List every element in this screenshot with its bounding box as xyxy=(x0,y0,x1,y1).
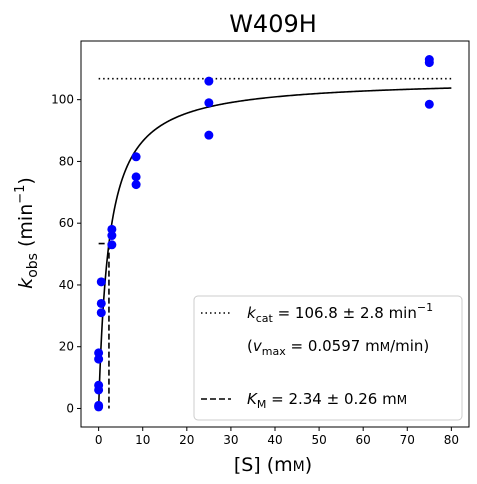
legend-box xyxy=(193,295,463,421)
legend-entry-text: KM = 2.34 ± 0.26 mM xyxy=(247,390,407,411)
data-point xyxy=(424,55,434,65)
data-point xyxy=(94,348,104,358)
data-point xyxy=(131,172,141,182)
y-tick-label: 0 xyxy=(66,401,74,415)
data-point xyxy=(96,277,106,287)
x-axis-label: [S] (mM) xyxy=(234,454,312,476)
data-point xyxy=(107,224,117,234)
data-point xyxy=(94,354,104,364)
legend: kcat = 106.8 ± 2.8 min−1 (vmax = 0.0597 m… xyxy=(193,295,463,421)
x-tick-label: 60 xyxy=(356,433,371,447)
axes: 0 10 20 30 40 50 60 70 80 0 20 40 60 80 100 xyxy=(51,40,470,447)
y-tick-label: 40 xyxy=(59,278,74,292)
y-axis-label: kobs (min−1) xyxy=(13,177,41,289)
x-tick-label: 50 xyxy=(311,433,326,447)
y-tick-label: 100 xyxy=(51,93,74,107)
michaelis-menten-fit-curve xyxy=(97,87,452,409)
data-point xyxy=(96,298,106,308)
x-tick-label: 30 xyxy=(223,433,238,447)
y-tick-label: 80 xyxy=(59,154,74,168)
x-tick-label: 20 xyxy=(179,433,194,447)
data-point xyxy=(107,231,117,241)
data-point xyxy=(204,98,214,108)
y-tick-label: 60 xyxy=(59,216,74,230)
x-tick-label: 10 xyxy=(135,433,150,447)
x-tick-label: 70 xyxy=(400,433,415,447)
data-point xyxy=(107,240,117,250)
data-point xyxy=(131,152,141,162)
chart-title: W409H xyxy=(229,10,317,38)
data-point xyxy=(204,130,214,140)
data-point xyxy=(131,180,141,190)
y-tick-label: 20 xyxy=(59,340,74,354)
x-tick-label: 0 xyxy=(95,433,103,447)
data-point xyxy=(94,400,104,410)
legend-entry-text: kcat = 106.8 ± 2.8 min−1 xyxy=(247,301,433,325)
x-tick-label: 40 xyxy=(267,433,282,447)
data-point xyxy=(204,76,214,86)
plot-area xyxy=(94,55,452,412)
x-tick-label: 80 xyxy=(444,433,459,447)
data-point xyxy=(424,99,434,109)
data-point xyxy=(96,308,106,318)
data-point xyxy=(94,380,104,390)
legend-entry-text: (vmax = 0.0597 mM/min) xyxy=(247,337,429,358)
